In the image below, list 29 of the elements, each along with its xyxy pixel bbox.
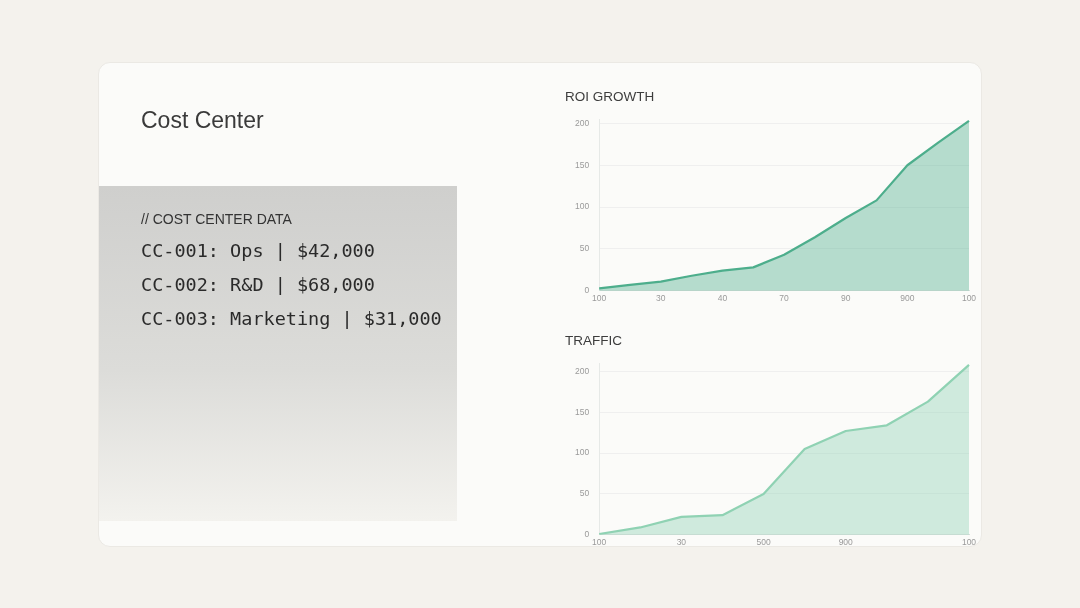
x-tick-label: 900: [838, 537, 854, 548]
chart-title: TRAFFIC: [565, 332, 623, 348]
text: Cost Center: [141, 107, 264, 134]
y-tick-label: 50: [579, 243, 590, 254]
x-tick-label: 100: [592, 537, 607, 548]
x-tick-label: 900: [900, 293, 915, 304]
x-tick-label: 30: [676, 537, 687, 548]
x-tick-label: 30: [656, 293, 666, 304]
y-tick-label: 100: [574, 201, 590, 212]
y-tick-label: 150: [574, 406, 590, 417]
text: // COST CENTER DATA: [141, 211, 292, 227]
y-tick-label: 0: [584, 285, 590, 296]
x-tick-label: 70: [779, 293, 790, 304]
x-tick-label: 100: [592, 293, 607, 304]
chart-title: ROI GROWTH: [565, 88, 655, 104]
y-tick-label: 0: [584, 529, 590, 540]
x-tick-label: 100: [961, 537, 977, 548]
y-tick-label: 50: [579, 488, 590, 499]
y-tick-label: 100: [574, 447, 590, 458]
text: CC-001: Ops | $42,000: [141, 240, 375, 261]
text: CC-002: R&D | $68,000: [141, 274, 375, 295]
x-tick-label: 40: [717, 293, 728, 304]
x-tick-label: 100: [961, 293, 977, 304]
y-tick-label: 200: [574, 365, 590, 376]
x-tick-label: 500: [756, 537, 771, 548]
y-tick-label: 200: [574, 117, 590, 128]
x-tick-label: 90: [840, 293, 851, 304]
y-tick-label: 150: [574, 159, 590, 170]
text: CC-003: Marketing | $31,000: [141, 308, 442, 329]
